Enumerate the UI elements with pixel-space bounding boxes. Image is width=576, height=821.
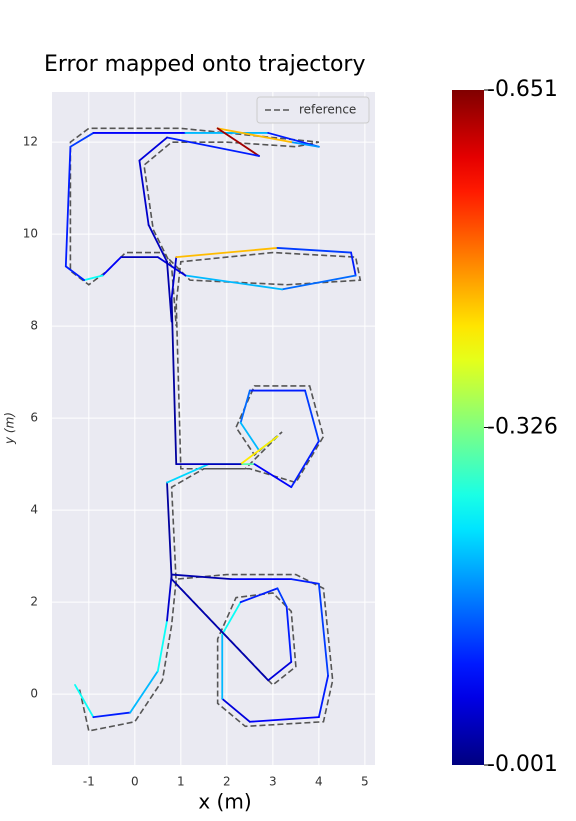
trajectory-segment [239, 421, 260, 452]
y-tick-label: 0 [30, 687, 38, 701]
colorbar-tick-label: -0.326 [487, 415, 558, 440]
trajectory-segment [147, 224, 168, 263]
trajectory-segment [166, 481, 173, 581]
trajectory-segment [69, 132, 95, 148]
x-tick-label: -1 [83, 775, 95, 789]
trajectory-segment [74, 684, 95, 719]
x-axis-label: x (m) [198, 790, 251, 814]
trajectory-segment [290, 440, 320, 489]
trajectory-segment [221, 697, 251, 723]
trajectory-segment [304, 389, 320, 443]
trajectory-segment [64, 265, 86, 282]
trajectory-segment [221, 601, 242, 636]
trajectory-segment [216, 127, 293, 144]
trajectory-segment [166, 136, 260, 157]
trajectory-segment [276, 587, 288, 608]
trajectory-segment [239, 587, 279, 604]
x-tick-label: 0 [131, 775, 139, 789]
trajectory-segment [156, 619, 168, 673]
trajectory-segment [350, 251, 357, 277]
x-tick-label: 2 [223, 775, 231, 789]
y-tick-label: 8 [30, 319, 38, 333]
reference-path [69, 127, 362, 732]
trajectory-segment [239, 435, 279, 466]
trajectory-segment [281, 274, 357, 291]
y-tick-label: 6 [30, 411, 38, 425]
trajectory-segment [317, 582, 329, 677]
trajectory-segment [276, 247, 352, 254]
trajectory-segment [267, 661, 293, 682]
trajectory-segment [129, 670, 159, 714]
legend-label: reference [299, 103, 356, 117]
trajectory-segment [253, 463, 293, 489]
trajectory-segment [166, 260, 173, 323]
x-tick-label: 4 [315, 775, 323, 789]
trajectory-segment [248, 716, 320, 723]
trajectory-segment [138, 136, 168, 162]
trajectory-segment [290, 141, 320, 148]
y-axis-label: y (m) [3, 412, 17, 445]
trajectory-segment [239, 389, 251, 424]
x-tick-label: 1 [177, 775, 185, 789]
x-tick-label: 5 [361, 775, 369, 789]
y-tick-label: 12 [23, 135, 38, 149]
trajectory-segment [101, 256, 122, 277]
legend-box [256, 96, 370, 124]
trajectory-segment [170, 578, 270, 682]
trajectory-segment [175, 247, 279, 259]
trajectory-segment [166, 573, 173, 622]
trajectory-segment [170, 573, 233, 581]
trajectory-segment [170, 297, 178, 466]
trajectory-segment [184, 274, 283, 291]
y-tick-label: 10 [23, 227, 38, 241]
trajectory-segment [216, 127, 260, 157]
y-tick-label: 4 [30, 503, 38, 517]
trajectory-segment [317, 674, 329, 719]
colorbar-tick-label: -0.001 [487, 752, 558, 777]
y-tick-label: 2 [30, 595, 38, 609]
trajectory-segment [83, 274, 104, 282]
trajectory-segment [285, 605, 293, 663]
trajectory-segment [138, 159, 150, 226]
colorbar-tick-label: -0.651 [487, 77, 558, 102]
chart-title: Error mapped onto trajectory [44, 52, 365, 77]
trajectory-segment [156, 256, 187, 277]
trajectory-segment [166, 463, 210, 484]
x-tick-label: 3 [269, 775, 277, 789]
trajectory-segment [92, 711, 132, 719]
trajectory-segment [290, 578, 320, 585]
trajectory-segment [170, 256, 178, 300]
colorbar [452, 90, 484, 765]
trajectory-segment [64, 145, 72, 268]
